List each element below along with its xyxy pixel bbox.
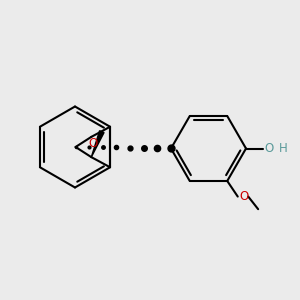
Polygon shape	[91, 131, 104, 157]
Text: O: O	[265, 142, 274, 155]
Text: O: O	[240, 190, 249, 203]
Text: H: H	[279, 142, 288, 155]
Text: O: O	[89, 137, 98, 150]
